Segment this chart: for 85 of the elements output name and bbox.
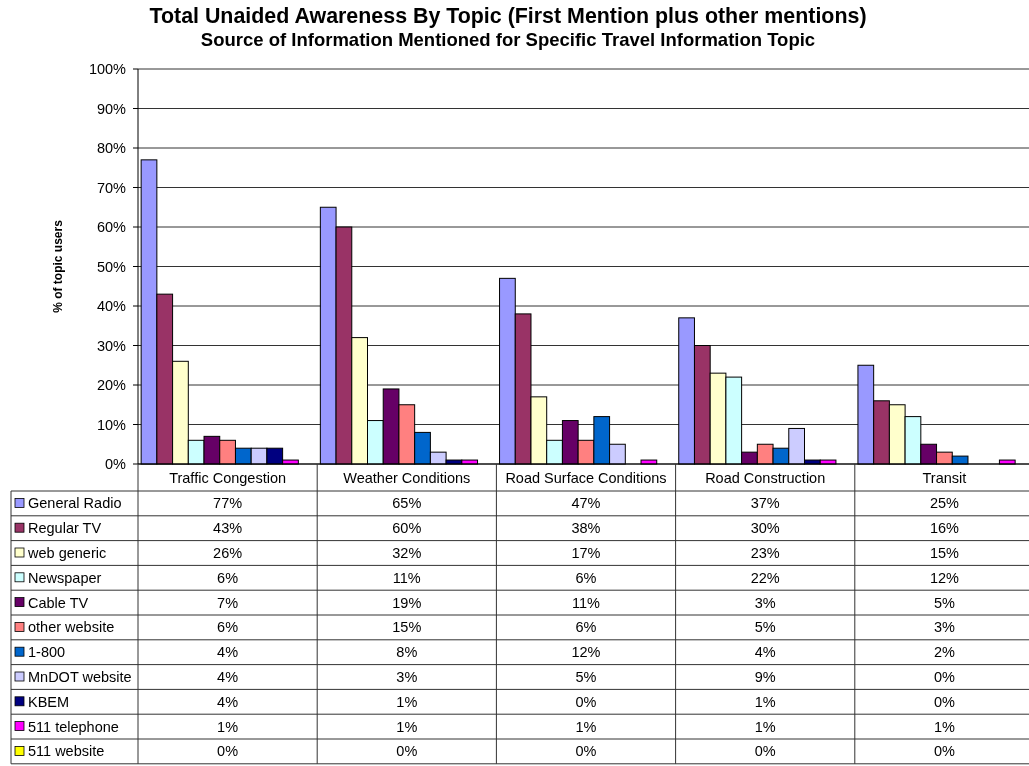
legend-label: 511 website — [28, 743, 105, 760]
data-label: 15% — [929, 545, 960, 562]
data-label: 8% — [396, 644, 418, 661]
data-label: 4% — [217, 669, 239, 686]
data-label: 0% — [396, 743, 418, 760]
data-label: 2% — [933, 644, 955, 661]
data-label: 12% — [571, 644, 601, 661]
data-label: 22% — [750, 569, 780, 586]
data-label: 3% — [396, 669, 418, 686]
data-label: 1% — [217, 718, 239, 735]
data-label: 30% — [750, 520, 780, 537]
data-label: 17% — [571, 545, 601, 562]
data-label: 5% — [754, 619, 776, 636]
data-label: 37% — [750, 495, 780, 512]
data-label: 26% — [213, 545, 243, 562]
data-label: 6% — [575, 569, 597, 586]
chart-subtitle: Source of Information Mentioned for Specific Travel Information Topic — [200, 29, 816, 50]
data-label: 0% — [754, 743, 776, 760]
data-label: 3% — [754, 594, 776, 611]
data-label: 77% — [213, 495, 243, 512]
y-tick-label: 0% — [105, 456, 127, 473]
legend-label: General Radio — [28, 495, 122, 512]
data-label: 38% — [571, 520, 601, 537]
data-label: 5% — [933, 594, 955, 611]
data-label: 1% — [754, 718, 776, 735]
y-tick-label: 90% — [96, 100, 127, 117]
y-tick-label: 80% — [96, 140, 127, 157]
data-label: 0% — [933, 743, 955, 760]
data-label: 4% — [754, 644, 776, 661]
y-tick-label: 10% — [96, 416, 127, 433]
data-label: 16% — [929, 520, 960, 537]
y-tick-label: 100% — [88, 61, 127, 78]
data-label: 0% — [933, 693, 955, 710]
y-tick-label: 30% — [96, 337, 127, 354]
y-tick-label: 70% — [96, 179, 127, 196]
data-label: 5% — [575, 669, 597, 686]
data-label: 1% — [396, 693, 418, 710]
data-label: 4% — [217, 693, 239, 710]
chart-title: Total Unaided Awareness By Topic (First Mention plus other mentions) — [149, 4, 867, 28]
data-label: 1% — [933, 718, 955, 735]
data-label: 43% — [213, 520, 243, 537]
data-label: 11% — [572, 594, 601, 611]
y-tick-label: 50% — [96, 258, 127, 275]
data-label: 0% — [933, 669, 955, 686]
data-label: 12% — [929, 569, 960, 586]
x-tick-label: Road Surface Conditions — [505, 469, 667, 486]
data-label: 11% — [392, 569, 421, 586]
x-tick-label: Traffic Congestion — [169, 469, 287, 486]
data-label: 1% — [396, 718, 418, 735]
data-label: 23% — [750, 545, 780, 562]
data-label: 65% — [392, 495, 422, 512]
legend-label: KBEM — [28, 693, 70, 710]
y-tick-label: 60% — [96, 219, 127, 236]
data-label: 60% — [392, 520, 422, 537]
data-label: 47% — [571, 495, 601, 512]
data-label: 6% — [217, 619, 239, 636]
data-label: 9% — [754, 669, 776, 686]
data-label: 15% — [392, 619, 422, 636]
legend-label: other website — [28, 619, 115, 636]
data-label: 4% — [217, 644, 239, 661]
legend-label: Newspaper — [28, 569, 102, 586]
legend-label: 511 telephone — [28, 718, 119, 735]
legend-label: MnDOT website — [28, 669, 132, 686]
data-label: 1% — [754, 693, 776, 710]
data-label: 25% — [929, 495, 960, 512]
y-tick-label: 40% — [96, 298, 127, 315]
x-tick-label: Weather Conditions — [343, 469, 471, 486]
legend-label: 1-800 — [28, 644, 66, 661]
data-label: 1% — [575, 718, 597, 735]
data-label: 0% — [575, 693, 597, 710]
data-label: 19% — [392, 594, 422, 611]
data-label: 7% — [217, 594, 239, 611]
data-label: 3% — [933, 619, 955, 636]
x-tick-label: Road Construction — [705, 469, 826, 486]
data-label: 0% — [217, 743, 239, 760]
x-tick-label: Transit — [922, 469, 967, 486]
legend-label: web generic — [27, 545, 107, 562]
data-label: 0% — [575, 743, 597, 760]
data-label: 32% — [392, 545, 422, 562]
legend-label: Regular TV — [28, 520, 102, 537]
y-axis-title: % of topic users — [51, 219, 65, 313]
data-label: 6% — [217, 569, 239, 586]
data-label: 6% — [575, 619, 597, 636]
legend-label: Cable TV — [28, 594, 89, 611]
y-tick-label: 20% — [96, 377, 127, 394]
